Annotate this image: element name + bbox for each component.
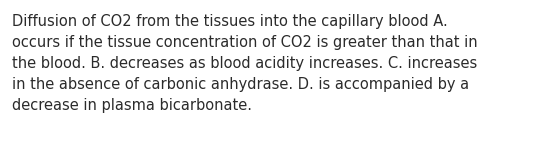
Text: Diffusion of CO2 from the tissues into the capillary blood A.
occurs if the tiss: Diffusion of CO2 from the tissues into t… [12, 14, 478, 113]
